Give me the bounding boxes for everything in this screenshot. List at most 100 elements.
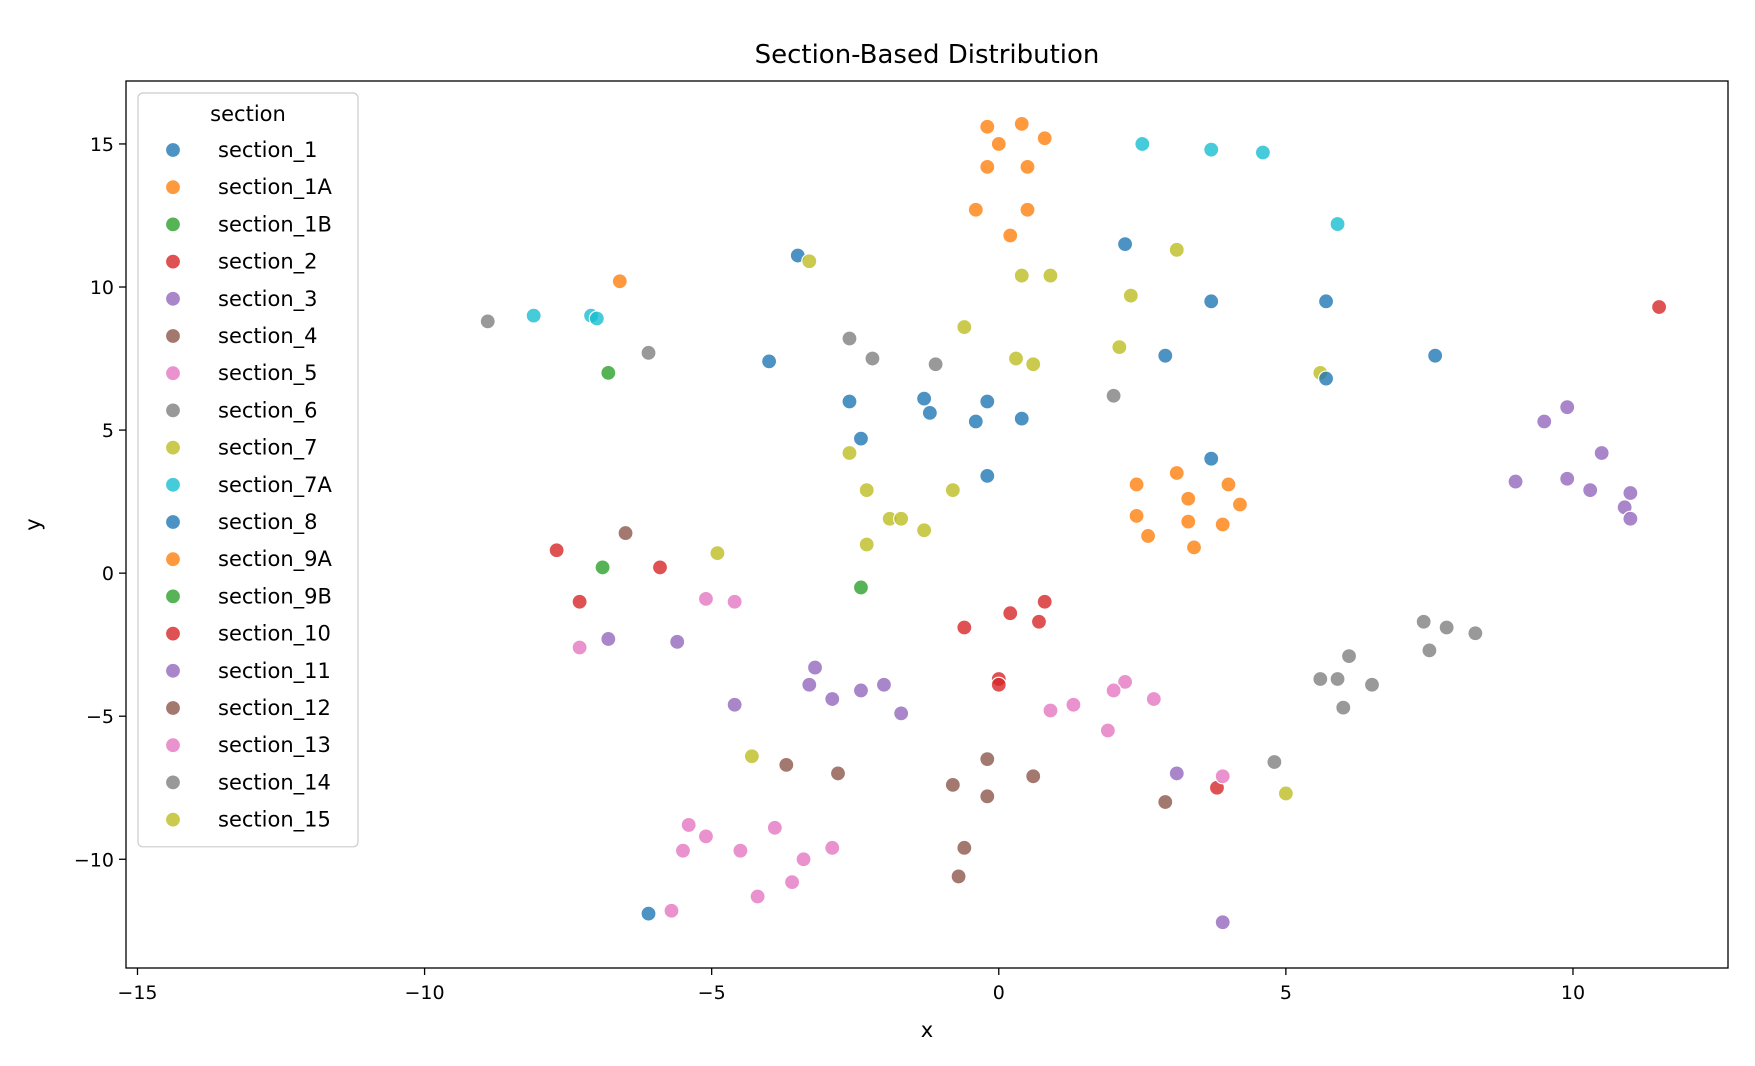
data-point-section_3 (1582, 482, 1599, 499)
data-point-section_12 (1157, 793, 1174, 811)
data-point-section_7A (1254, 144, 1272, 161)
legend-label: section_6 (218, 398, 318, 423)
data-point-section_7 (1007, 350, 1025, 367)
legend-title: section (210, 102, 286, 126)
points-layer (479, 115, 1668, 931)
data-point-section_7A (1329, 215, 1346, 233)
data-point-section_7 (801, 253, 818, 270)
data-point-section_15 (709, 545, 726, 562)
legend-marker (164, 365, 182, 382)
data-point-section_7A (1203, 141, 1220, 158)
y-tick-label: 15 (90, 134, 114, 156)
legend-label: section_11 (218, 659, 331, 684)
data-point-section_3 (1622, 484, 1639, 502)
data-point-section_1A (1019, 201, 1036, 218)
data-point-section_7 (1168, 241, 1185, 258)
data-point-section_5 (726, 593, 743, 610)
legend-label: section_8 (218, 510, 318, 535)
data-point-section_8 (979, 467, 996, 484)
data-point-section_10 (956, 619, 973, 636)
data-point-section_3 (1593, 444, 1610, 462)
data-point-section_3 (1622, 510, 1639, 527)
data-point-section_8 (852, 430, 870, 447)
legend-label: section_9B (218, 584, 332, 609)
y-tick-label: 5 (102, 420, 114, 442)
data-point-section_15 (858, 536, 875, 553)
data-point-section_13 (663, 902, 680, 919)
chart-title: Section-Based Distribution (755, 40, 1100, 70)
data-point-section_15 (944, 482, 961, 499)
data-point-section_9A (1231, 496, 1249, 513)
legend-marker (164, 141, 182, 159)
legend-label: section_1 (218, 138, 318, 163)
data-point-section_9A (1180, 490, 1197, 507)
legend-marker (164, 179, 182, 196)
legend-marker (164, 290, 182, 307)
data-point-section_14 (1363, 676, 1381, 693)
x-tick-label: 5 (1280, 982, 1292, 1004)
data-point-section_3 (1536, 413, 1553, 430)
data-point-section_14 (1312, 670, 1329, 688)
data-point-section_11 (893, 705, 910, 722)
data-point-section_1A (611, 273, 628, 290)
data-point-section_11 (1168, 765, 1185, 782)
data-point-section_8 (916, 390, 933, 407)
data-point-section_13 (697, 828, 715, 845)
legend-label: section_15 (218, 808, 331, 833)
legend-marker (164, 811, 182, 828)
data-point-section_3 (1559, 399, 1576, 416)
legend-label: section_4 (218, 324, 318, 349)
data-point-section_14 (1335, 699, 1352, 716)
data-point-section_9A (1185, 539, 1203, 556)
data-point-section_1B (594, 559, 611, 576)
legend-marker (164, 402, 182, 419)
legend-label: section_13 (218, 733, 331, 758)
data-point-section_11 (801, 676, 818, 693)
plot-frame (125, 80, 1729, 969)
data-point-section_9A (1128, 476, 1145, 493)
data-point-section_9B (852, 579, 870, 596)
data-point-section_3 (1507, 473, 1524, 490)
data-point-section_10 (651, 559, 669, 576)
data-point-section_14 (1421, 642, 1438, 659)
data-point-section_1A (1019, 158, 1036, 175)
data-point-section_14 (1438, 619, 1455, 636)
legend-label: section_1A (218, 175, 332, 200)
legend-marker (164, 327, 182, 345)
data-point-section_2 (1650, 298, 1668, 316)
legend-marker (164, 439, 182, 456)
data-point-section_13 (1099, 722, 1116, 739)
data-point-section_14 (1329, 670, 1346, 688)
data-point-section_10 (571, 593, 588, 610)
data-point-section_6 (479, 313, 496, 330)
data-point-section_1A (1036, 130, 1053, 147)
data-point-section_13 (824, 839, 841, 856)
data-point-section_11 (824, 690, 841, 708)
data-point-section_12 (956, 839, 973, 856)
data-point-section_13 (1065, 696, 1082, 713)
data-point-section_1 (1157, 347, 1174, 364)
data-point-section_8 (967, 413, 984, 430)
data-point-section_1B (600, 364, 617, 381)
data-point-section_15 (858, 482, 875, 499)
legend-marker (164, 588, 182, 605)
data-point-section_12 (778, 756, 795, 773)
data-point-section_11 (669, 633, 686, 650)
data-point-section_14 (1266, 753, 1283, 771)
legend-label: section_7A (218, 473, 332, 498)
data-point-section_13 (674, 842, 692, 859)
data-point-section_13 (1042, 702, 1059, 719)
data-point-section_1A (979, 118, 996, 135)
data-point-section_7 (1025, 356, 1042, 373)
data-point-section_11 (1214, 914, 1231, 931)
data-point-section_9A (1214, 516, 1231, 533)
x-tick-label: −15 (117, 982, 157, 1004)
data-point-section_1 (1203, 293, 1220, 310)
y-tick-label: −10 (74, 849, 114, 871)
data-point-section_13 (1214, 768, 1231, 785)
axes-layer: −15 −10 −5 0 5 10 −10 −5 0 5 10 15 (74, 80, 1729, 1004)
legend-label: section_12 (218, 696, 331, 721)
legend-label: section_1B (218, 212, 332, 237)
